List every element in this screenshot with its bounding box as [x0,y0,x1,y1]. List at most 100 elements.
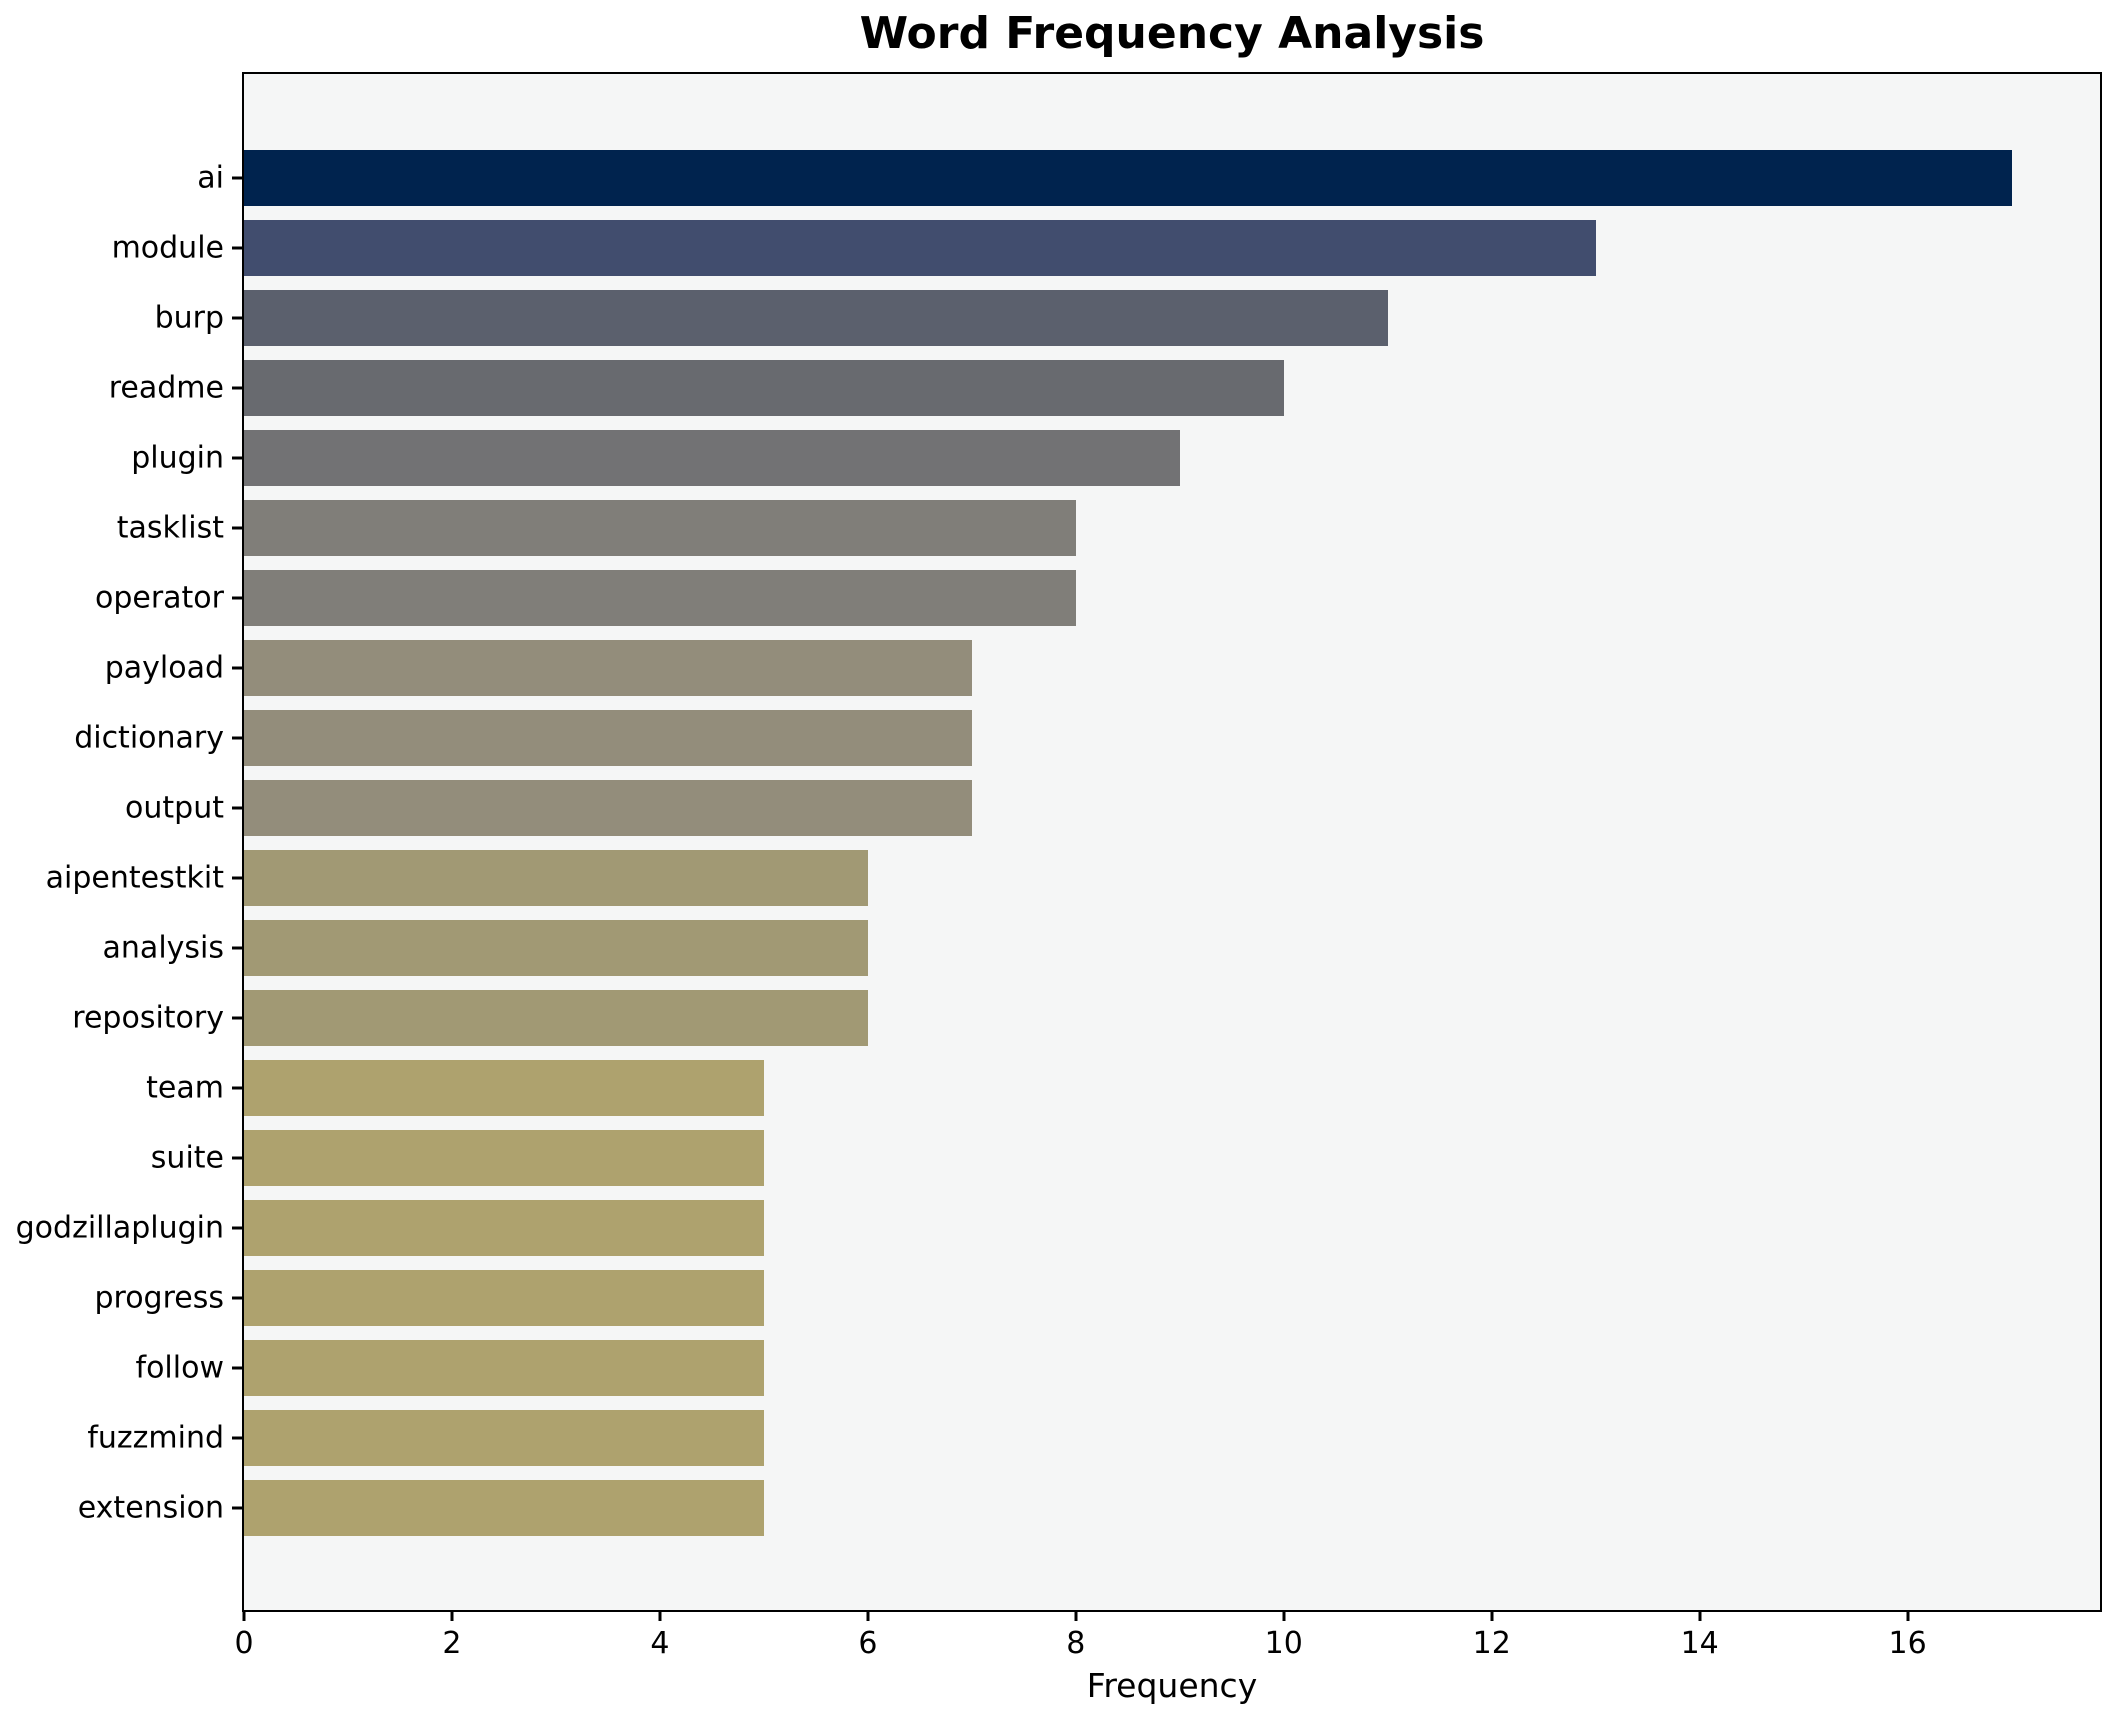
bar [244,220,1596,276]
y-tick-label: plugin [131,440,224,476]
y-tick-mark [232,176,242,180]
y-tick-mark [232,1156,242,1160]
bar-row: fuzzmind [87,1403,2100,1473]
bar [244,500,1076,556]
bar [244,1270,764,1326]
bar [244,360,1284,416]
x-tick-mark [1282,1610,1286,1621]
bar [244,570,1076,626]
bar-row: follow [136,1333,2100,1403]
bar [244,850,868,906]
bar-row: burp [155,283,2100,353]
y-tick-mark [232,806,242,810]
bar [244,710,972,766]
y-tick-mark [232,1436,242,1440]
x-tick-label: 16 [1888,1626,1927,1661]
bar [244,290,1388,346]
bar-row: tasklist [117,493,2100,563]
x-tick-mark [658,1610,662,1621]
bar-row: module [112,213,2100,283]
bar-row: progress [94,1263,2100,1333]
y-tick-mark [232,736,242,740]
bar [244,990,868,1046]
x-tick-label: 14 [1680,1626,1719,1661]
x-tick-mark [1074,1610,1078,1621]
y-tick-label: burp [154,300,224,336]
y-tick-mark [232,666,242,670]
y-tick-mark [232,316,242,320]
y-tick-label: repository [72,1000,224,1036]
y-tick-label: output [125,790,224,826]
x-tick-label: 8 [1066,1626,1086,1661]
y-tick-label: follow [135,1350,224,1386]
bar [244,780,972,836]
y-tick-mark [232,1086,242,1090]
y-tick-mark [232,246,242,250]
chart-title: Word Frequency Analysis [859,8,1485,59]
x-tick-label: 4 [650,1626,670,1661]
bar-row: operator [95,563,2100,633]
y-tick-label: operator [94,580,224,616]
bars-area: ai module burp readme plugin tasklist operator… [16,143,2100,1543]
y-tick-label: tasklist [116,510,224,546]
y-tick-mark [232,1296,242,1300]
y-tick-label: ai [197,160,224,196]
bar [244,150,2012,206]
x-tick-mark [242,1610,246,1621]
bar-row: repository [72,983,2100,1053]
x-tick-mark [450,1610,454,1621]
bar [244,1340,764,1396]
bar [244,640,972,696]
y-tick-label: fuzzmind [87,1420,224,1456]
plot-area: ai module burp readme plugin tasklist operator… [16,72,2102,1661]
bar [244,1410,764,1466]
bar-row: suite [151,1123,2100,1193]
y-tick-label: aipentestkit [45,860,224,896]
y-tick-label: suite [150,1140,224,1176]
bar-row: godzillaplugin [16,1193,2100,1263]
y-tick-label: module [111,230,224,266]
bar [244,1130,764,1186]
bar-row: analysis [103,913,2100,983]
bar-row: ai [197,143,2100,213]
x-tick-mark [866,1610,870,1621]
y-tick-label: dictionary [74,720,224,756]
x-tick-mark [1490,1610,1494,1621]
y-tick-label: extension [77,1490,224,1526]
y-tick-mark [232,386,242,390]
y-tick-label: analysis [102,930,224,966]
bar [244,1200,764,1256]
y-tick-label: team [146,1070,224,1106]
bar [244,430,1180,486]
x-tick-mark [1906,1610,1910,1621]
x-tick-label: 0 [234,1626,254,1661]
y-tick-mark [232,456,242,460]
y-tick-mark [232,1506,242,1510]
bar-row: plugin [131,423,2100,493]
bar [244,1060,764,1116]
bar [244,1480,764,1536]
y-tick-mark [232,876,242,880]
y-tick-label: progress [94,1280,224,1316]
y-tick-label: readme [108,370,224,406]
bar-row: extension [78,1473,2100,1543]
y-tick-mark [232,596,242,600]
x-tick-label: 10 [1264,1626,1303,1661]
bar-row: team [146,1053,2100,1123]
y-tick-mark [232,1226,242,1230]
y-tick-label: payload [104,650,224,686]
x-axis-label: Frequency [1086,1666,1258,1705]
y-tick-mark [232,946,242,950]
x-tick-mark [1698,1610,1702,1621]
bar-row: output [125,773,2100,843]
bar [244,920,868,976]
x-tick-label: 6 [858,1626,878,1661]
bar-row: payload [105,633,2100,703]
y-tick-mark [232,1016,242,1020]
bar-row: dictionary [74,703,2100,773]
y-tick-mark [232,1366,242,1370]
y-tick-label: godzillaplugin [15,1210,224,1246]
bar-row: aipentestkit [46,843,2100,913]
x-tick-label: 2 [442,1626,462,1661]
